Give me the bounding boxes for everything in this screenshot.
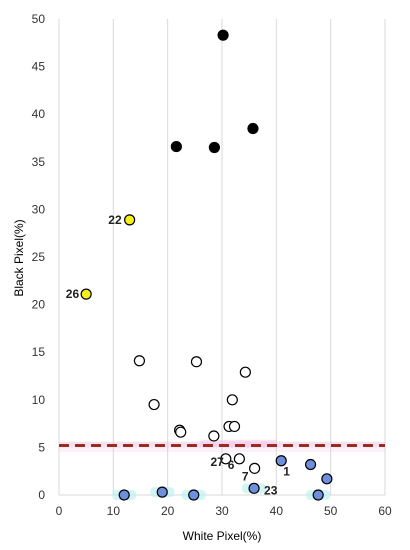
data-point	[228, 420, 241, 433]
y-tick-label: 25	[32, 250, 46, 264]
data-point	[239, 366, 251, 378]
x-tick-label: 0	[56, 504, 63, 518]
x-axis-label: White Pixel(%)	[183, 529, 262, 543]
data-point	[190, 356, 203, 368]
data-point	[321, 473, 333, 485]
data-point	[118, 489, 130, 501]
x-tick-label: 60	[378, 504, 392, 518]
x-tick-label: 50	[324, 504, 338, 518]
tick-labels: 0 10 20 30 40 50 60 0 5 10 15 20 25 30 35 40 45 50	[32, 12, 392, 518]
point-label: 22	[108, 213, 122, 227]
point-label: 26	[66, 287, 80, 301]
threshold-highlight-band	[200, 439, 277, 448]
data-point	[233, 453, 245, 465]
x-tick-label: 30	[215, 504, 229, 518]
data-point	[304, 458, 317, 471]
y-tick-label: 45	[32, 60, 46, 74]
y-tick-label: 15	[32, 345, 46, 359]
y-tick-label: 30	[32, 202, 46, 216]
data-point	[148, 398, 160, 411]
data-point	[175, 426, 187, 438]
point-labels: 22 26 27 67 1 23	[66, 213, 290, 497]
data-point	[312, 489, 324, 501]
y-tick-label: 20	[32, 298, 46, 312]
y-tick-label: 10	[32, 393, 46, 407]
y-tick-label: 5	[38, 440, 45, 454]
data-point	[275, 455, 287, 467]
data-point	[208, 141, 220, 154]
data-point	[156, 486, 168, 498]
y-axis-label: Black Pixel(%)	[12, 219, 26, 296]
y-tick-label: 0	[38, 488, 45, 502]
threshold-highlight-band	[59, 447, 385, 453]
grid-lines	[58, 19, 386, 496]
point-label: 6	[228, 458, 235, 472]
data-point	[247, 122, 259, 135]
y-tick-label: 50	[32, 12, 46, 26]
data-point	[220, 453, 232, 465]
point-label: 7	[242, 469, 249, 483]
x-tick-label: 20	[161, 504, 175, 518]
data-point	[226, 394, 238, 406]
data-point	[188, 489, 200, 501]
data-point	[170, 140, 182, 153]
point-label: 27	[210, 455, 224, 469]
data-point	[217, 29, 229, 41]
y-tick-label: 40	[32, 107, 46, 121]
data-point	[80, 288, 92, 300]
data-point	[133, 355, 146, 367]
data-point	[248, 482, 260, 494]
data-points	[80, 29, 333, 501]
x-tick-label: 10	[107, 504, 121, 518]
point-label: 1	[283, 465, 290, 479]
data-point	[124, 214, 136, 226]
data-point	[208, 430, 220, 442]
point-label: 23	[264, 483, 278, 497]
data-point	[249, 462, 261, 474]
x-tick-label: 40	[270, 504, 284, 518]
y-tick-label: 35	[32, 155, 46, 169]
